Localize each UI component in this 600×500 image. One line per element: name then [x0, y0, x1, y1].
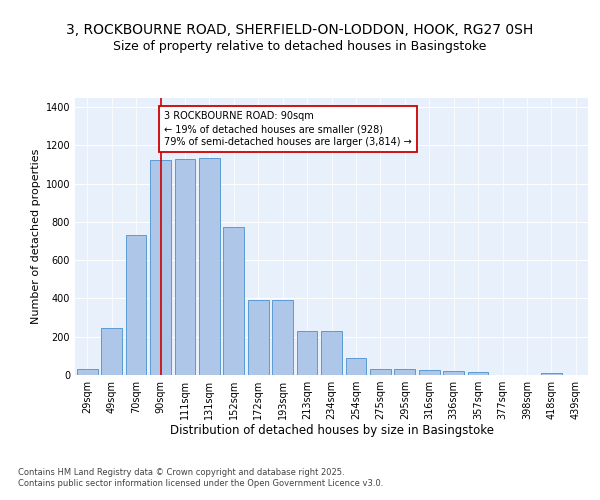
- Bar: [541, 374, 562, 375]
- Text: Size of property relative to detached houses in Basingstoke: Size of property relative to detached ho…: [113, 40, 487, 53]
- Bar: [346, 358, 367, 375]
- Text: Contains HM Land Registry data © Crown copyright and database right 2025.
Contai: Contains HM Land Registry data © Crown c…: [18, 468, 383, 487]
- Bar: [175, 158, 196, 375]
- Bar: [77, 370, 98, 375]
- Bar: [101, 328, 122, 375]
- Bar: [248, 300, 269, 375]
- Bar: [150, 160, 171, 375]
- Bar: [394, 370, 415, 375]
- Bar: [419, 370, 440, 375]
- Bar: [370, 370, 391, 375]
- Text: 3 ROCKBOURNE ROAD: 90sqm
← 19% of detached houses are smaller (928)
79% of semi-: 3 ROCKBOURNE ROAD: 90sqm ← 19% of detach…: [164, 111, 412, 148]
- X-axis label: Distribution of detached houses by size in Basingstoke: Distribution of detached houses by size …: [170, 424, 493, 436]
- Bar: [321, 331, 342, 375]
- Bar: [125, 236, 146, 375]
- Bar: [467, 372, 488, 375]
- Text: 3, ROCKBOURNE ROAD, SHERFIELD-ON-LODDON, HOOK, RG27 0SH: 3, ROCKBOURNE ROAD, SHERFIELD-ON-LODDON,…: [67, 22, 533, 36]
- Bar: [296, 331, 317, 375]
- Y-axis label: Number of detached properties: Number of detached properties: [31, 148, 41, 324]
- Bar: [223, 226, 244, 375]
- Bar: [199, 158, 220, 375]
- Bar: [443, 371, 464, 375]
- Bar: [272, 300, 293, 375]
